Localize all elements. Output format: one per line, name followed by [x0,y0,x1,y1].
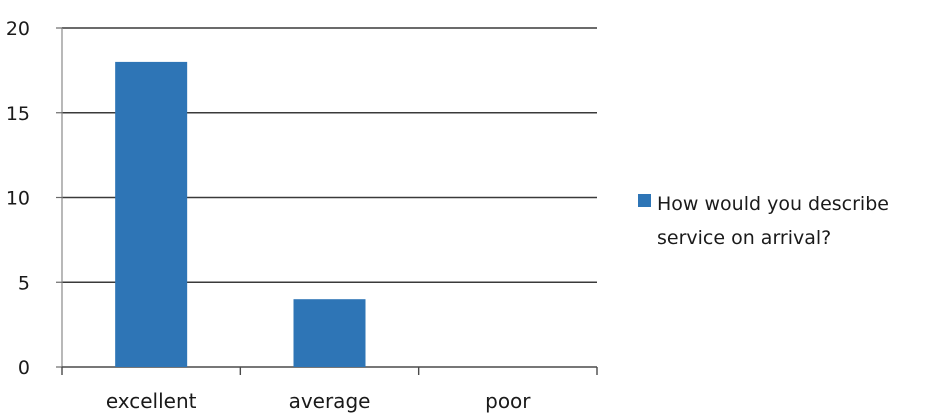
axis-labels: 0 5 10 15 20 excellent average poor [6,18,531,413]
legend-label-line-2: service on arrival? [657,227,831,249]
legend-label-line-1: How would you describe [657,193,889,215]
legend-swatch [638,194,651,207]
x-category-label: excellent [106,389,197,413]
y-tick-label: 15 [6,103,30,125]
y-tick-label: 10 [6,188,30,210]
y-tick-label: 0 [18,357,30,379]
bar-average [293,299,366,367]
y-tick-label: 5 [18,272,30,294]
bars [115,61,366,368]
bar-excellent [115,61,188,368]
x-category-label: poor [485,389,531,413]
legend: How would you describe service on arriva… [638,193,889,249]
x-category-label: average [289,389,371,413]
y-tick-label: 20 [6,18,30,40]
